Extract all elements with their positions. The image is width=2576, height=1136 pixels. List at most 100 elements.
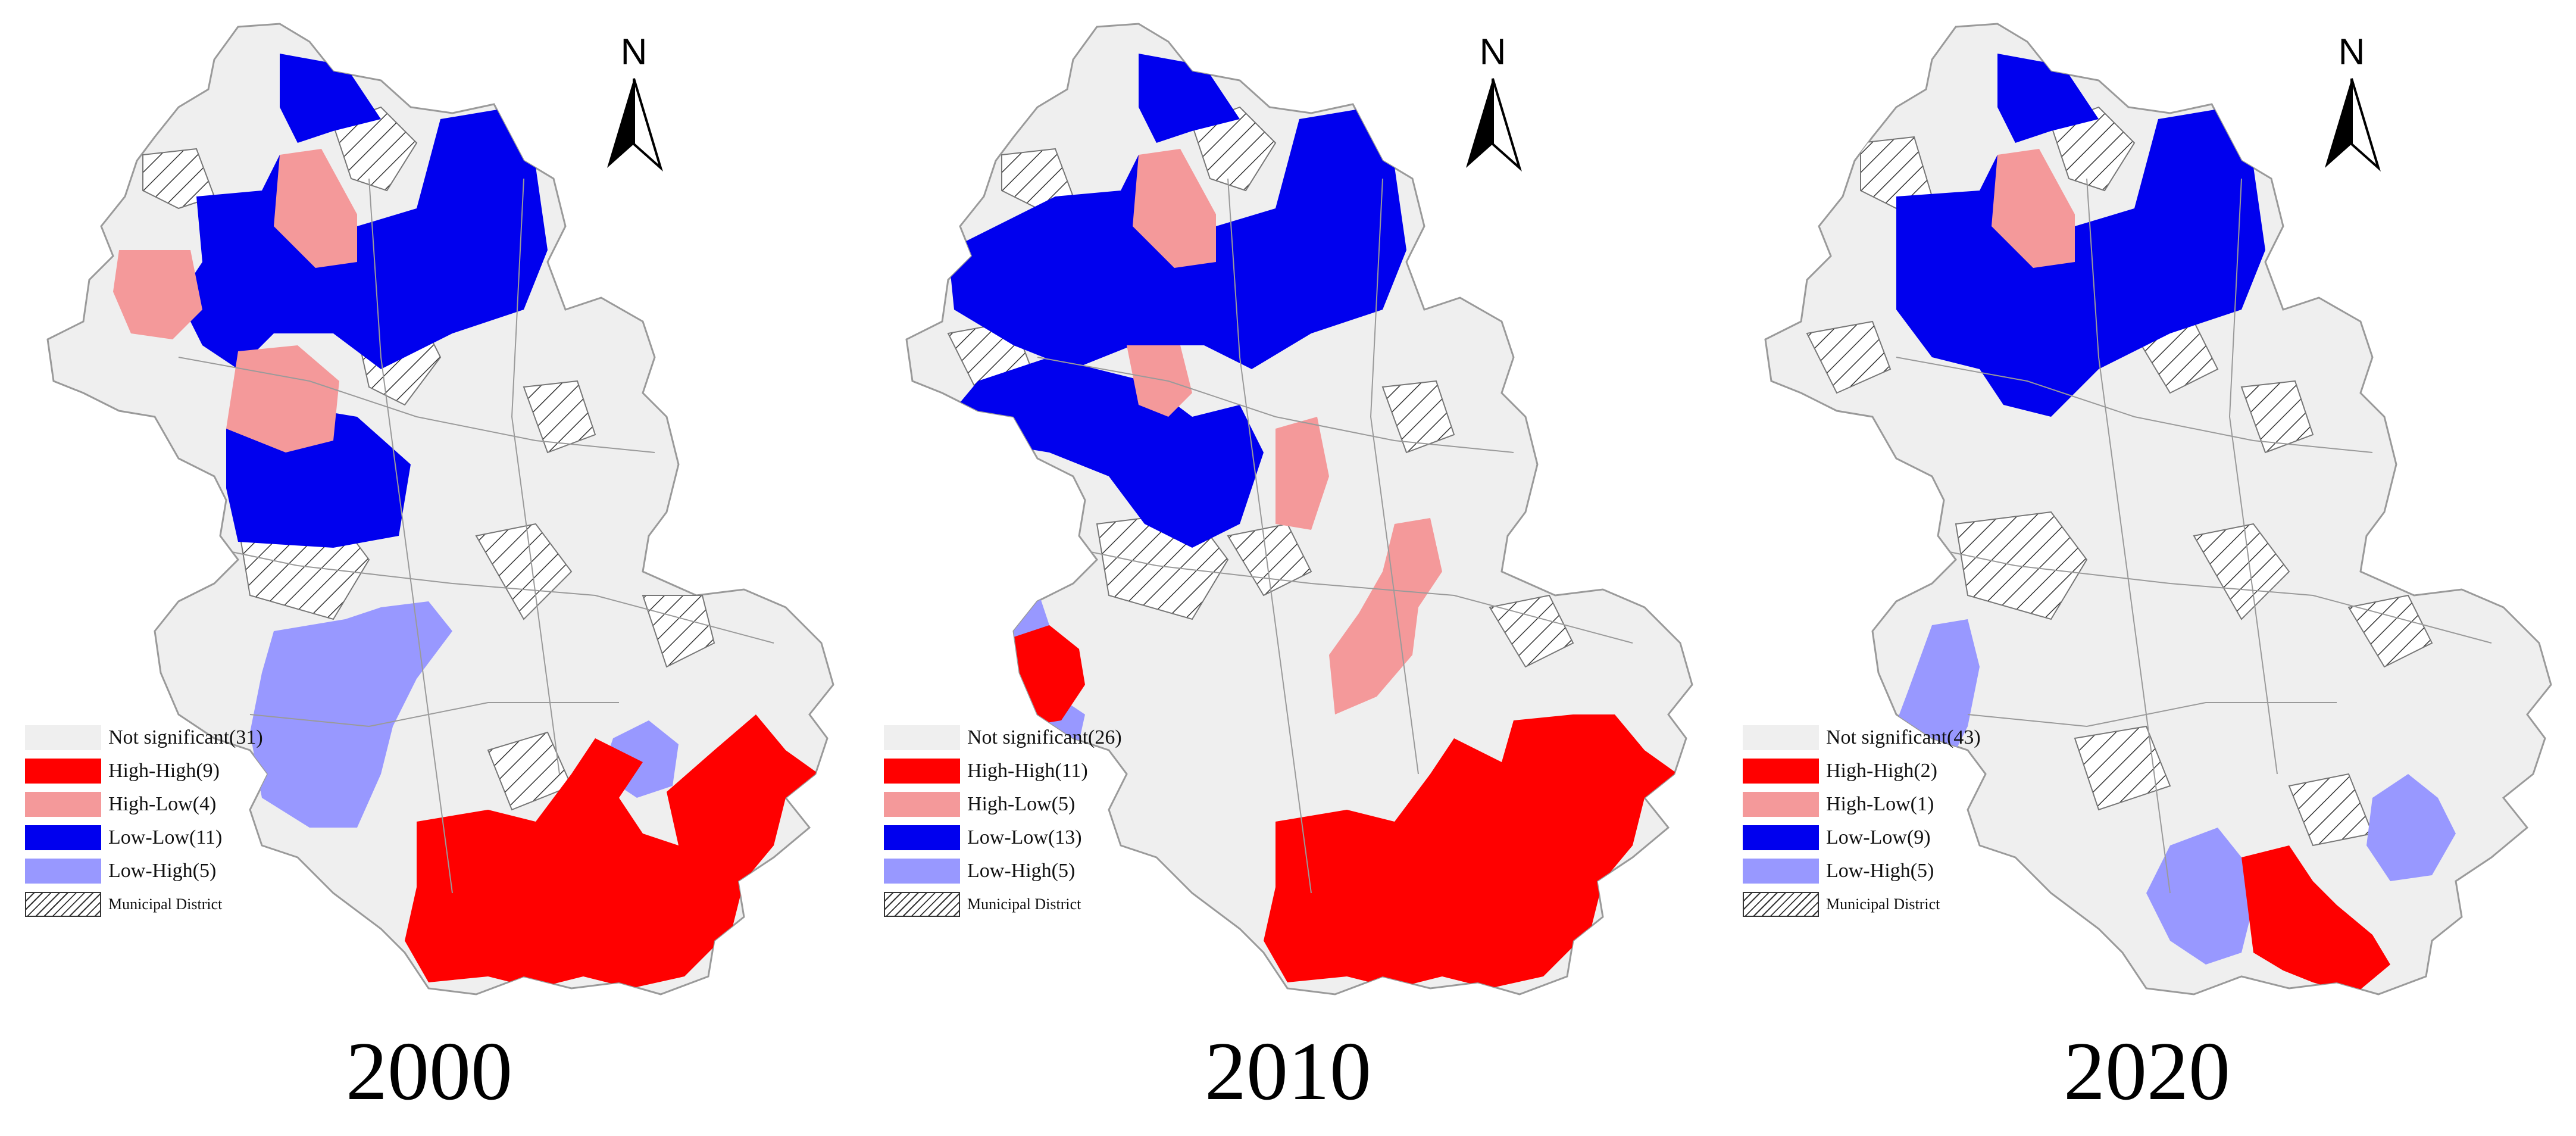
year-label: 2010	[1205, 1025, 1371, 1118]
north-arrow: N	[1460, 31, 1525, 174]
legend-item-low-high: Low-High(5)	[884, 859, 1122, 884]
legend-item-low-low: Low-Low(9)	[1743, 825, 1981, 850]
municipal-district-area	[475, 523, 573, 620]
legend-label: Not significant(31)	[108, 726, 263, 748]
legend-item-high-high: High-High(2)	[1743, 759, 1981, 784]
legend-label: Not significant(26)	[967, 726, 1122, 748]
legend: Not significant(31) High-High(9) High-Lo…	[25, 725, 263, 925]
legend-label: Not significant(43)	[1826, 726, 1981, 748]
legend-item-not-significant: Not significant(43)	[1743, 725, 1981, 750]
legend-item-low-high: Low-High(5)	[1743, 859, 1981, 884]
low-high-region	[2146, 828, 2253, 965]
legend-swatch	[884, 792, 960, 817]
legend-swatch	[25, 825, 101, 850]
high-high-region	[2242, 845, 2390, 994]
high-low-region	[274, 149, 357, 268]
legend-swatch	[1743, 859, 1819, 884]
low-low-region	[1997, 54, 2099, 143]
lisa-cluster-map	[905, 23, 1693, 995]
legend-item-high-high: High-High(9)	[25, 759, 263, 784]
legend-label: Low-High(5)	[1826, 860, 1934, 882]
high-high-region	[1264, 714, 1686, 988]
legend-swatch	[1743, 759, 1819, 784]
legend-label: High-High(9)	[108, 760, 220, 782]
north-label: N	[1479, 32, 1506, 73]
legend-label: Municipal District	[1826, 895, 1940, 913]
legend-item-low-low: Low-Low(13)	[884, 825, 1122, 850]
legend-label: High-Low(1)	[1826, 793, 1934, 815]
low-low-region	[1139, 54, 1240, 143]
north-arrow: N	[2319, 31, 2384, 174]
municipal-district-area	[2193, 523, 2290, 620]
legend-swatch	[884, 825, 960, 850]
legend: Not significant(26) High-High(11) High-L…	[884, 725, 1122, 925]
municipal-district-area	[2240, 380, 2314, 454]
lisa-cluster-map	[1764, 23, 2552, 995]
year-label: 2020	[2064, 1025, 2230, 1118]
legend-label: Low-Low(9)	[1826, 826, 1931, 848]
low-low-region	[280, 54, 381, 143]
legend-swatch	[1743, 725, 1819, 750]
legend-item-municipal-district: Municipal District	[1743, 892, 1981, 917]
municipal-district-area	[142, 148, 215, 210]
legend-item-not-significant: Not significant(26)	[884, 725, 1122, 750]
high-low-region	[1133, 149, 1216, 268]
low-low-region	[948, 357, 1264, 548]
legend-label: High-High(2)	[1826, 760, 1937, 782]
high-low-region	[226, 345, 339, 452]
high-high-region	[405, 714, 827, 988]
legend-label: Municipal District	[967, 895, 1081, 913]
low-high-region	[2366, 774, 2456, 881]
year-label: 2000	[346, 1025, 512, 1118]
north-label: N	[620, 32, 648, 73]
legend-swatch	[884, 725, 960, 750]
municipal-district-area	[523, 380, 596, 454]
legend-label: High-Low(5)	[967, 793, 1076, 815]
legend-item-high-high: High-High(11)	[884, 759, 1122, 784]
legend-swatch	[25, 792, 101, 817]
legend-swatch	[884, 859, 960, 884]
legend-swatch	[884, 892, 960, 917]
municipal-district-area	[2347, 594, 2433, 668]
lisa-cluster-map	[46, 23, 834, 995]
legend-item-low-high: Low-High(5)	[25, 859, 263, 884]
low-low-region	[179, 107, 548, 369]
legend-item-not-significant: Not significant(31)	[25, 725, 263, 750]
high-low-region	[1276, 417, 1329, 530]
legend-item-high-low: High-Low(5)	[884, 792, 1122, 817]
municipal-district-area	[1955, 511, 2088, 620]
legend-label: High-Low(4)	[108, 793, 217, 815]
map-panel-2000: N Not significant(31) High-High(9) High-…	[0, 0, 858, 1136]
high-low-region	[1127, 345, 1192, 417]
high-low-region	[1992, 149, 2075, 268]
legend-swatch	[1743, 792, 1819, 817]
map-panel-2010: N Not significant(26) High-High(11) High…	[859, 0, 1717, 1136]
legend-swatch	[884, 759, 960, 784]
legend-item-municipal-district: Municipal District	[25, 892, 263, 917]
north-arrow-icon	[2325, 78, 2381, 172]
legend-label: Low-Low(11)	[108, 826, 223, 848]
high-low-region	[1329, 518, 1442, 714]
legend-item-low-low: Low-Low(11)	[25, 825, 263, 850]
legend-swatch	[25, 892, 101, 917]
legend-swatch	[25, 725, 101, 750]
low-low-region	[1896, 107, 2265, 417]
north-arrow-icon	[1466, 78, 1522, 172]
municipal-district-area	[2074, 725, 2171, 811]
legend-swatch	[25, 759, 101, 784]
legend-label: Low-High(5)	[108, 860, 217, 882]
map-panel-2020: N Not significant(43) High-High(2) High-…	[1718, 0, 2576, 1136]
legend-label: High-High(11)	[967, 760, 1088, 782]
legend-item-high-low: High-Low(1)	[1743, 792, 1981, 817]
municipal-district-area	[1489, 594, 1574, 668]
legend-item-high-low: High-Low(4)	[25, 792, 263, 817]
north-label: N	[2338, 32, 2365, 73]
legend-label: Low-High(5)	[967, 860, 1076, 882]
legend-swatch	[25, 859, 101, 884]
legend: Not significant(43) High-High(2) High-Lo…	[1743, 725, 1981, 925]
north-arrow: N	[601, 31, 667, 174]
high-low-region	[113, 250, 202, 339]
legend-label: Low-Low(13)	[967, 826, 1082, 848]
legend-label: Municipal District	[108, 895, 223, 913]
municipal-district-area	[1227, 523, 1312, 597]
